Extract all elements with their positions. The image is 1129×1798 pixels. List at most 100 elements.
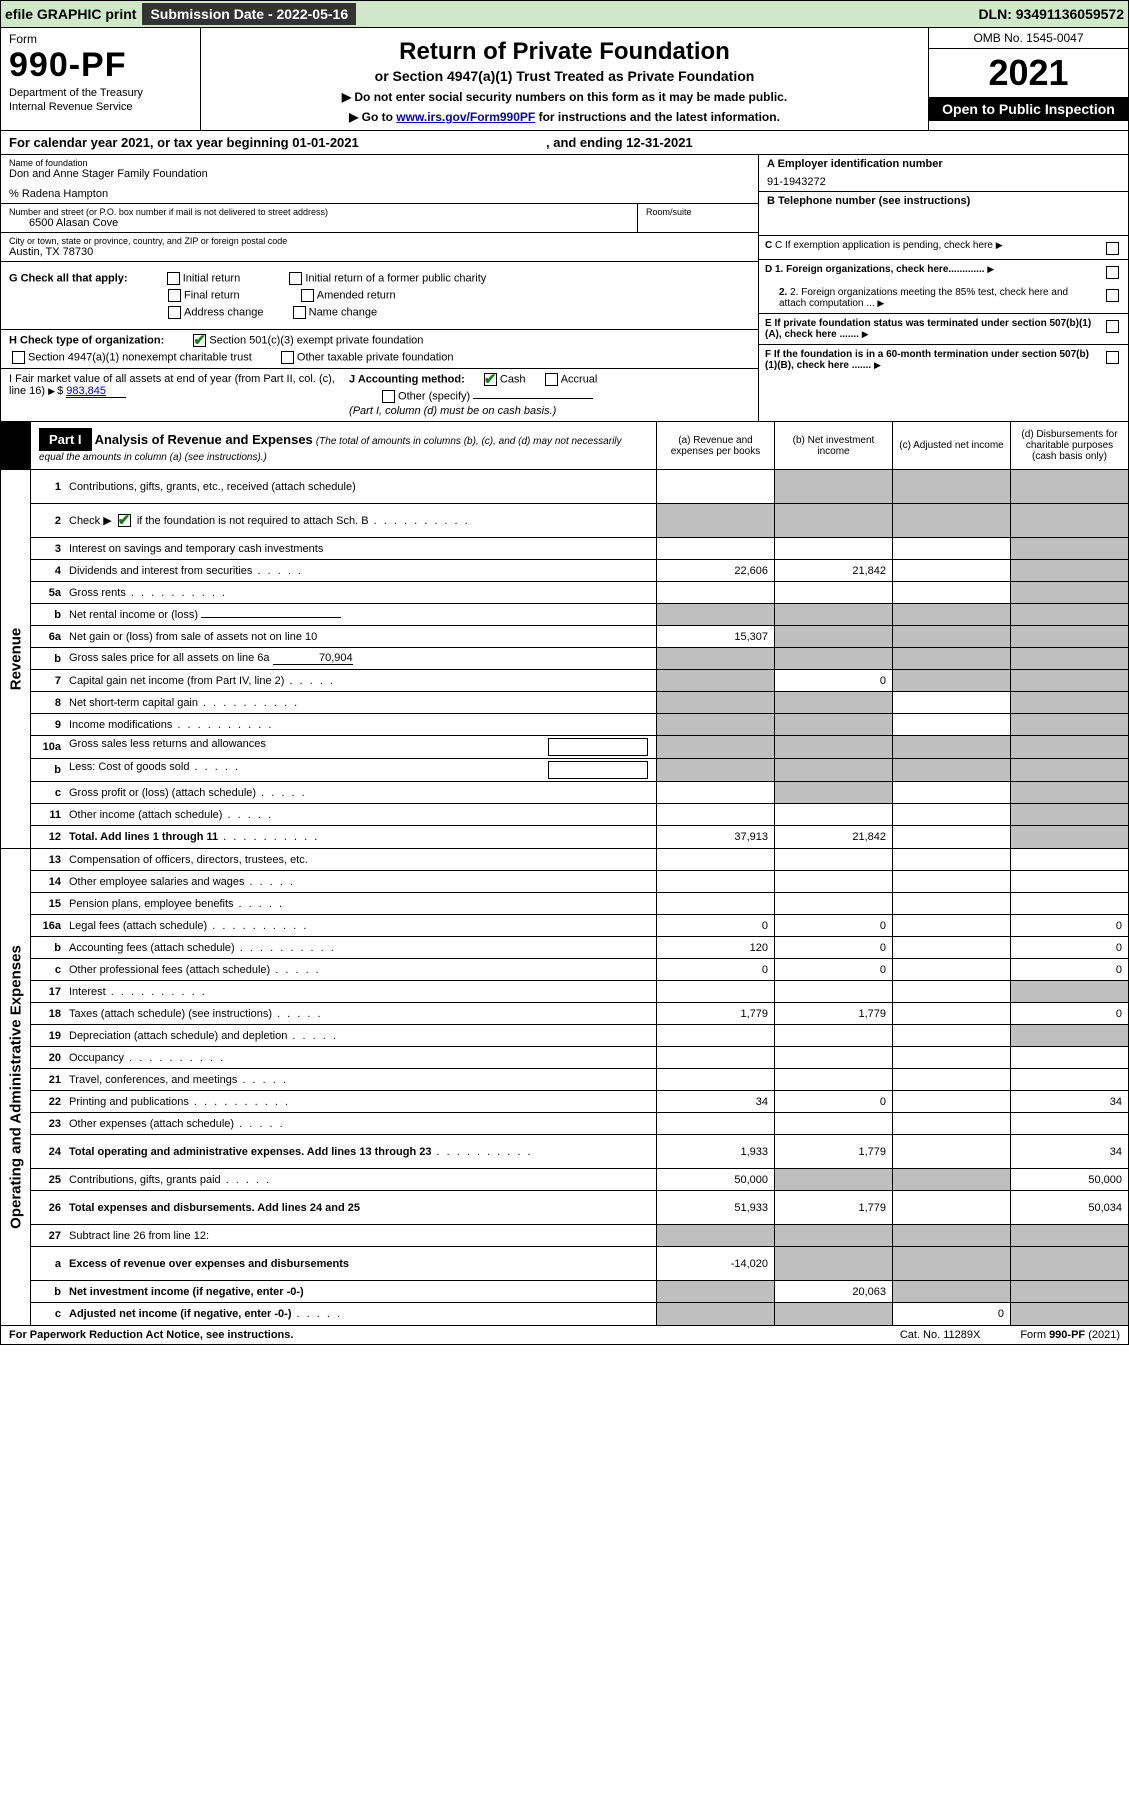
city-state-zip: Austin, TX 78730 [9,246,750,258]
city-cell: City or town, state or province, country… [1,233,758,262]
row-22: 22Printing and publications34034 [31,1091,1128,1113]
section-e: E If private foundation status was termi… [759,314,1128,345]
checkbox-initial-return[interactable] [167,272,180,285]
checkbox-e[interactable] [1106,320,1119,333]
row-1: 1Contributions, gifts, grants, etc., rec… [31,470,1128,504]
checkbox-name-change[interactable] [293,306,306,319]
row-5a: 5aGross rents [31,582,1128,604]
footer-left: For Paperwork Reduction Act Notice, see … [9,1329,293,1341]
row-11: 11Other income (attach schedule) [31,804,1128,826]
col-c-header: (c) Adjusted net income [892,422,1010,469]
part1-title: Part I Analysis of Revenue and Expenses … [31,422,656,469]
checkbox-final-return[interactable] [168,289,181,302]
row-10c: cGross profit or (loss) (attach schedule… [31,782,1128,804]
form-subtitle: or Section 4947(a)(1) Trust Treated as P… [209,68,920,84]
header-left: Form 990-PF Department of the Treasury I… [1,28,201,130]
arrow-icon [996,240,1005,251]
info-left: Name of foundation Don and Anne Stager F… [1,155,758,421]
dept-irs: Internal Revenue Service [9,101,192,113]
checkbox-initial-former[interactable] [289,272,302,285]
section-f: F If the foundation is in a 60-month ter… [759,345,1128,375]
revenue-section: Revenue 1Contributions, gifts, grants, e… [0,470,1129,849]
arrow-icon [48,385,57,397]
arrow-icon [874,360,883,371]
checkbox-other-method[interactable] [382,390,395,403]
form-title: Return of Private Foundation [209,38,920,66]
row-23: 23Other expenses (attach schedule) [31,1113,1128,1135]
checkbox-other-taxable[interactable] [281,351,294,364]
row-18: 18Taxes (attach schedule) (see instructi… [31,1003,1128,1025]
row-16b: bAccounting fees (attach schedule)12000 [31,937,1128,959]
header-center: Return of Private Foundation or Section … [201,28,928,130]
arrow-icon [862,329,871,340]
instr-2: ▶ Go to www.irs.gov/Form990PF for instru… [209,110,920,124]
form-label: Form [9,32,192,46]
checkbox-accrual[interactable] [545,373,558,386]
row-8: 8Net short-term capital gain [31,692,1128,714]
ein-value: 91-1943272 [767,176,1120,188]
checkbox-d1[interactable] [1106,266,1119,279]
row-19: 19Depreciation (attach schedule) and dep… [31,1025,1128,1047]
form-header: Form 990-PF Department of the Treasury I… [0,28,1129,131]
arrow-icon [877,298,886,309]
row-16a: 16aLegal fees (attach schedule)000 [31,915,1128,937]
row-3: 3Interest on savings and temporary cash … [31,538,1128,560]
row-24: 24Total operating and administrative exp… [31,1135,1128,1169]
row-27c: cAdjusted net income (if negative, enter… [31,1303,1128,1325]
row-17: 17Interest [31,981,1128,1003]
efile-label: efile GRAPHIC print [5,6,136,22]
checkbox-501c3[interactable] [193,334,206,347]
row-6a: 6aNet gain or (loss) from sale of assets… [31,626,1128,648]
info-right: A Employer identification number 91-1943… [758,155,1128,421]
footer-mid: Cat. No. 11289X [900,1329,981,1341]
row-2: 2Check ▶ if the foundation is not requir… [31,504,1128,538]
form-number: 990-PF [9,46,192,85]
form-link[interactable]: www.irs.gov/Form990PF [396,110,535,124]
foundation-name: Don and Anne Stager Family Foundation [9,168,750,180]
address-row: Number and street (or P.O. box number if… [1,204,758,233]
dept-treasury: Department of the Treasury [9,87,192,99]
expense-side-label: Operating and Administrative Expenses [1,849,31,1325]
open-inspection: Open to Public Inspection [929,97,1128,121]
dln: DLN: 93491136059572 [978,6,1124,22]
section-h: H Check type of organization: Section 50… [1,330,758,369]
checkbox-4947a1[interactable] [12,351,25,364]
checkbox-amended-return[interactable] [301,289,314,302]
section-c: C C If exemption application is pending,… [759,236,1128,260]
row-15: 15Pension plans, employee benefits [31,893,1128,915]
tax-year: 2021 [929,49,1128,97]
name-cell: Name of foundation Don and Anne Stager F… [1,155,758,204]
street-address: 6500 Alasan Cove [9,217,629,229]
row-26: 26Total expenses and disbursements. Add … [31,1191,1128,1225]
checkbox-cash[interactable] [484,373,497,386]
section-g: G Check all that apply: Initial return I… [1,262,758,330]
fmv-value[interactable]: 983,845 [66,385,126,398]
checkbox-sch-b[interactable] [118,514,131,527]
row-27: 27Subtract line 26 from line 12: [31,1225,1128,1247]
row-16c: cOther professional fees (attach schedul… [31,959,1128,981]
row-13: 13Compensation of officers, directors, t… [31,849,1128,871]
omb-number: OMB No. 1545-0047 [929,28,1128,49]
checkbox-address-change[interactable] [168,306,181,319]
care-of: % Radena Hampton [9,188,750,200]
expense-section: Operating and Administrative Expenses 13… [0,849,1129,1326]
row-20: 20Occupancy [31,1047,1128,1069]
ein-cell: A Employer identification number 91-1943… [759,155,1128,192]
info-grid: Name of foundation Don and Anne Stager F… [0,155,1129,422]
row-12: 12Total. Add lines 1 through 1137,91321,… [31,826,1128,848]
header-right: OMB No. 1545-0047 2021 Open to Public In… [928,28,1128,130]
col-a-header: (a) Revenue and expenses per books [656,422,774,469]
footer-right: Form 990-PF (2021) [1020,1329,1120,1341]
instr-1: ▶ Do not enter social security numbers o… [209,90,920,104]
section-d: D 1. Foreign organizations, check here..… [759,260,1128,314]
row-21: 21Travel, conferences, and meetings [31,1069,1128,1091]
checkbox-f[interactable] [1106,351,1119,364]
row-7: 7Capital gain net income (from Part IV, … [31,670,1128,692]
arrow-icon [987,264,996,275]
checkbox-d2[interactable] [1106,289,1119,302]
row-6b: bGross sales price for all assets on lin… [31,648,1128,670]
checkbox-c[interactable] [1106,242,1119,255]
submission-date: Submission Date - 2022-05-16 [142,3,356,25]
row-4: 4Dividends and interest from securities2… [31,560,1128,582]
row-10a: 10aGross sales less returns and allowanc… [31,736,1128,759]
